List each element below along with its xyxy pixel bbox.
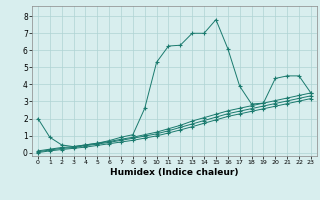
X-axis label: Humidex (Indice chaleur): Humidex (Indice chaleur) bbox=[110, 168, 239, 177]
